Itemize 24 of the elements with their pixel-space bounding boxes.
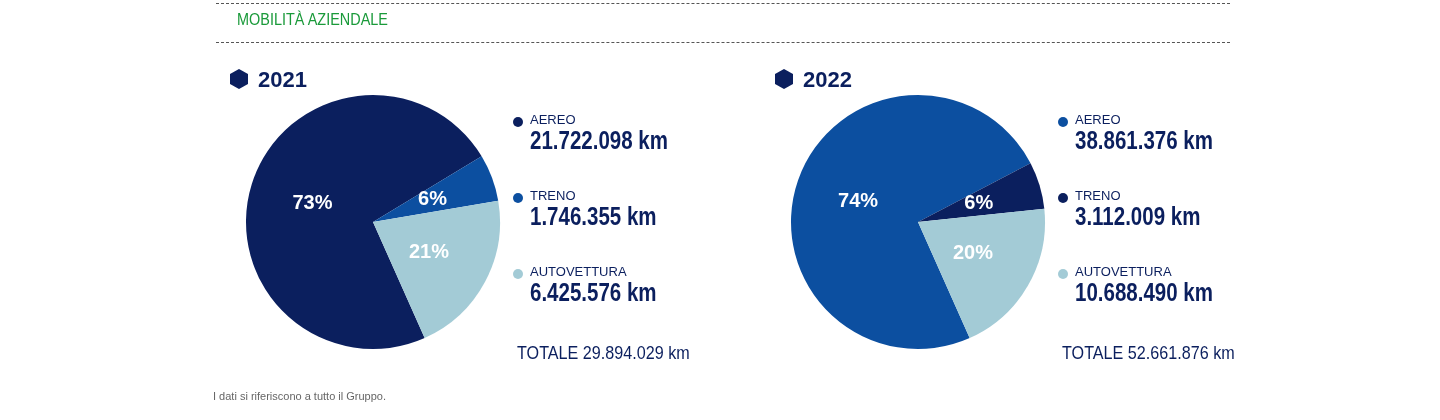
data-label: 6% [418, 187, 448, 210]
chart-subtitle: MOBILITÀ AZIENDALE [237, 10, 388, 30]
text: 38.861.376 km [1075, 126, 1213, 155]
data-label: 74% [838, 188, 879, 211]
legend-label: TRENO [530, 188, 576, 203]
data-label: 6% [964, 191, 994, 214]
legend-label: AUTOVETTURA [1075, 264, 1172, 279]
text: 10.688.490 km [1075, 278, 1213, 307]
legend-label: TRENO [1075, 188, 1121, 203]
text: 21.722.098 km [530, 126, 668, 155]
legend-label: AEREO [1075, 112, 1121, 127]
chart-title: 2022 [803, 67, 852, 93]
text: 3.112.009 km [1075, 202, 1201, 231]
data-label: 21% [408, 239, 450, 262]
data-label: 20% [952, 241, 994, 264]
chart-title: 2021 [258, 67, 307, 93]
legend-label: AUTOVETTURA [530, 264, 627, 279]
text: I dati si riferiscono a tutto il Gruppo. [213, 390, 387, 402]
text: TOTALE 52.661.876 km [1062, 342, 1235, 364]
data-label: 73% [292, 190, 333, 213]
text: TOTALE 29.894.029 km [517, 342, 690, 364]
text: 6.425.576 km [530, 278, 657, 307]
text: 1.746.355 km [530, 202, 657, 231]
legend-label: AEREO [530, 112, 576, 127]
